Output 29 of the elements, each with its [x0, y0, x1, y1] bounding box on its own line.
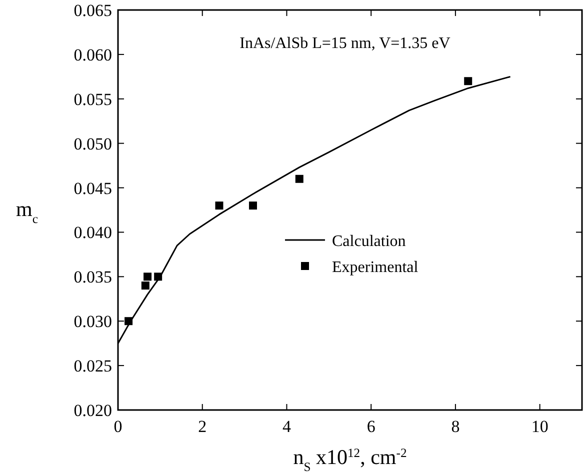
point: [124, 317, 133, 326]
y-tick-label: 0.060: [74, 45, 112, 64]
point: [464, 77, 472, 86]
x-tick-label: 8: [451, 417, 460, 436]
point: [248, 202, 257, 210]
annotation: InAs/AlSb L=15 nm, V=1.35 eV: [240, 35, 451, 52]
x-tick-label: 4: [282, 417, 292, 436]
x-axis-title: n$_{S}$ x10$^{12}$, cm$^{-2}$: [293, 445, 407, 474]
point: [144, 272, 152, 281]
y-tick-label: 0.055: [74, 90, 112, 109]
point: [141, 282, 150, 290]
y-tick-label: 0.050: [74, 134, 112, 154]
point: [154, 272, 162, 281]
x-tick-label: 0: [114, 417, 122, 436]
point: [295, 174, 304, 183]
x-tick-label: 10: [531, 417, 548, 436]
y-tick-label: 0.045: [74, 178, 112, 198]
y-tick-label: 0.040: [74, 223, 112, 242]
legend-label: Experimental: [332, 259, 419, 276]
y-tick-label: 0.065: [74, 1, 112, 20]
x-tick-label: 6: [366, 417, 376, 436]
y-axis-title: m$_{c}$: [16, 197, 38, 226]
x-tick-label: 2: [198, 417, 207, 436]
legend-label: Calculation: [332, 233, 406, 250]
y-tick-label: 0.035: [74, 268, 112, 287]
y-tick-label: 0.030: [74, 312, 112, 332]
y-tick-label: 0.020: [74, 401, 112, 420]
y-tick-label: 0.025: [74, 356, 112, 376]
point: [215, 202, 224, 210]
